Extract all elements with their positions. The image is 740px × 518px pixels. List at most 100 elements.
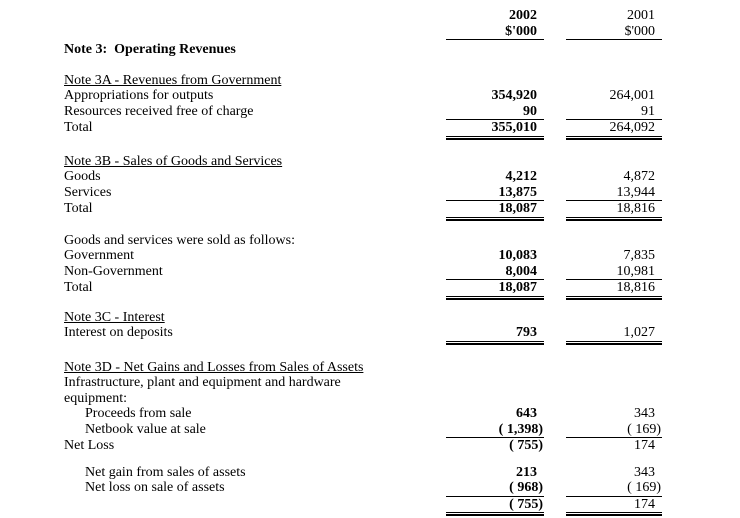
row-label: Net Loss — [64, 438, 115, 453]
column-gap — [544, 248, 566, 264]
amount-2002: 13,875 — [446, 185, 544, 201]
total-row: Total 18,087 18,816 — [0, 280, 740, 299]
amount-2001: 4,872 — [623, 169, 656, 184]
title-row: Note 3: Operating Revenues — [0, 42, 740, 58]
amount-2002: 10,083 — [498, 248, 538, 263]
amount-2002: 355,010 — [446, 120, 544, 139]
unit-header-2002: $'000 — [446, 24, 544, 40]
column-gap — [544, 169, 566, 185]
table-row: Proceeds from sale 643 343 — [0, 406, 740, 422]
column-gap — [544, 375, 566, 391]
section-heading-row: Note 3A - Revenues from Government — [0, 73, 740, 89]
column-gap — [544, 480, 566, 497]
row-label — [64, 497, 446, 514]
amount-2001: 174 — [634, 438, 655, 453]
empty-cell — [566, 310, 662, 326]
row-label: Non-Government — [64, 263, 163, 279]
amount-2002: 4,212 — [505, 169, 538, 184]
amount-2001: 1,027 — [566, 325, 662, 344]
amount-2002: 354,920 — [491, 88, 538, 103]
amount-2002: 90 — [446, 104, 544, 120]
section-heading-note3c: Note 3C - Interest — [64, 309, 165, 325]
empty-cell — [446, 391, 544, 407]
table-row: Netbook value at sale ( 1,398) ( 169) — [0, 421, 740, 439]
row-label: Netbook value at sale — [85, 421, 206, 437]
empty-cell — [446, 73, 544, 89]
table-row: Resources received free of charge 90 91 — [0, 103, 740, 120]
empty-cell — [446, 360, 544, 376]
intro-row: Infrastructure, plant and equipment and … — [0, 375, 740, 391]
column-header-2002: 2002 — [509, 8, 537, 23]
total-row: ( 755) 174 — [0, 497, 740, 516]
amount-2002: ( 755) — [446, 497, 544, 516]
empty-cell — [566, 154, 662, 170]
empty-cell — [566, 391, 662, 407]
section-heading-row: Note 3B - Sales of Goods and Services — [0, 154, 740, 170]
row-label: Proceeds from sale — [85, 406, 192, 421]
column-gap — [544, 325, 566, 342]
column-gap — [544, 360, 566, 376]
amount-2001: 7,835 — [623, 248, 656, 263]
column-gap — [544, 465, 566, 481]
empty-cell — [446, 42, 544, 58]
table-header-years: 2002 2001 — [0, 8, 740, 24]
row-label: Net gain from sales of assets — [85, 464, 246, 480]
column-gap — [544, 8, 566, 24]
column-gap — [544, 391, 566, 407]
section-heading-note3b: Note 3B - Sales of Goods and Services — [64, 153, 283, 169]
section-heading-row: Note 3C - Interest — [0, 310, 740, 326]
empty-cell — [446, 233, 544, 249]
row-label: Total — [64, 280, 93, 295]
amount-2001: 264,092 — [566, 120, 662, 139]
section-heading-row: Note 3D - Net Gains and Losses from Sale… — [0, 360, 740, 376]
amount-2001: 18,816 — [566, 280, 662, 299]
intro-row: equipment: — [0, 391, 740, 407]
column-gap — [544, 497, 566, 514]
row-label: Services — [64, 184, 112, 200]
column-gap — [544, 264, 566, 281]
column-gap — [544, 201, 566, 218]
unit-header-2001: $'000 — [566, 24, 662, 40]
amount-2002: ( 968) — [446, 480, 544, 497]
column-gap — [544, 185, 566, 202]
column-gap — [544, 310, 566, 326]
column-gap — [544, 406, 566, 422]
amount-2001: 13,944 — [566, 185, 662, 201]
table-row: Net gain from sales of assets 213 343 — [0, 465, 740, 481]
amount-2002: 18,087 — [446, 201, 544, 220]
table-row: Net Loss ( 755) 174 — [0, 438, 740, 454]
empty-cell — [566, 360, 662, 376]
table-row: Non-Government 8,004 10,981 — [0, 263, 740, 281]
intro-text: equipment: — [64, 390, 127, 406]
intro-text: Goods and services were sold as follows: — [64, 232, 295, 248]
column-gap — [544, 280, 566, 297]
amount-2001: ( 169) — [566, 422, 662, 438]
amount-2001: 10,981 — [566, 264, 662, 280]
total-row: Total 355,010 264,092 — [0, 120, 740, 139]
amount-2001: ( 169) — [566, 480, 662, 497]
column-gap — [544, 422, 566, 439]
header-spacer — [64, 24, 446, 41]
column-gap — [544, 438, 566, 454]
table-row: Government 10,083 7,835 — [0, 248, 740, 264]
table-header-units: $'000 $'000 — [0, 24, 740, 41]
row-label: Goods — [64, 169, 101, 184]
column-gap — [544, 24, 566, 41]
row-label: Net loss on sale of assets — [85, 480, 225, 495]
row-label: Interest on deposits — [64, 325, 173, 340]
row-label: Total — [64, 201, 93, 216]
table-row: Goods 4,212 4,872 — [0, 169, 740, 185]
row-label: Resources received free of charge — [64, 103, 254, 119]
amount-2002: ( 1,398) — [446, 422, 544, 438]
table-row: Services 13,875 13,944 — [0, 184, 740, 202]
row-label: Government — [64, 248, 134, 263]
amount-2002: ( 755) — [509, 438, 543, 453]
empty-cell — [566, 375, 662, 391]
column-gap — [544, 120, 566, 137]
column-gap — [544, 233, 566, 249]
column-gap — [544, 42, 566, 58]
table-row: Appropriations for outputs 354,920 264,0… — [0, 88, 740, 104]
amount-2002: 18,087 — [446, 280, 544, 299]
empty-cell — [566, 42, 662, 58]
